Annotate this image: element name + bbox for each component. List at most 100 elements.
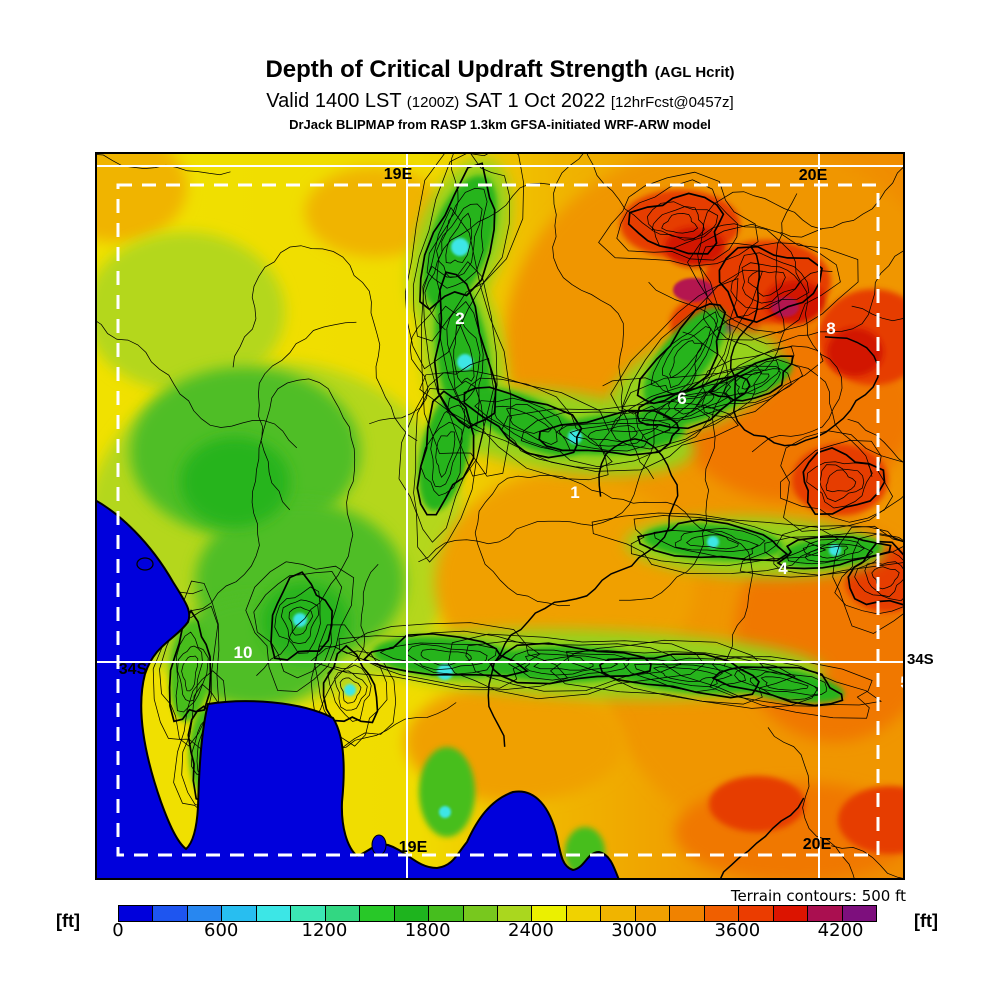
shading-blob (451, 238, 469, 256)
contour-line (256, 378, 356, 676)
valid-date: SAT 1 Oct 2022 (464, 90, 606, 112)
colorbar-segment (532, 906, 567, 921)
contour-ring (806, 461, 873, 509)
colorbar-segment (187, 906, 223, 921)
contour-ring (780, 440, 894, 523)
colorbar-segment (360, 906, 395, 921)
region-number-label: 6 (677, 389, 686, 408)
contour-line (369, 182, 553, 425)
contour-ring (802, 543, 866, 563)
model-line: DrJack BLIPMAP from RASP 1.3km GFSA-init… (289, 117, 711, 132)
region-number-label: 10 (234, 643, 253, 662)
contour-ring (622, 657, 746, 693)
shading-blob (707, 536, 719, 548)
contour-line (719, 797, 805, 880)
contour-line (697, 191, 905, 345)
valid-zulu: (1200Z) (406, 94, 460, 111)
shading-blob (457, 354, 473, 370)
contour-ring (760, 676, 809, 691)
contour-line (95, 319, 298, 449)
contour-ring (426, 187, 488, 289)
contour-ring (322, 644, 379, 724)
colorbar-tick-label: 2400 (508, 920, 554, 941)
shading-blob (665, 227, 725, 267)
region-number-label: 4 (778, 559, 788, 578)
colorbar-segment (291, 906, 326, 921)
contour-line (619, 331, 729, 601)
colorbar-segment (842, 906, 876, 921)
contour-ring (661, 213, 699, 234)
shading-blob (373, 636, 517, 678)
shading-blob (305, 167, 445, 257)
valid-prefix: Valid 1400 LST (266, 90, 402, 112)
ocean (95, 498, 621, 880)
contour-ring (465, 640, 682, 692)
contour-ring (749, 671, 820, 696)
contour-ring (398, 358, 494, 563)
contour-ring (673, 394, 715, 415)
colorbar-segment (119, 906, 154, 921)
contour-ring (421, 206, 512, 477)
contour-ring (446, 377, 613, 470)
contour-ring (493, 403, 558, 445)
contour-ring (280, 599, 320, 644)
contour-ring (175, 631, 209, 713)
contour-ring (422, 261, 498, 477)
contour-line (232, 245, 418, 442)
colorbar-segment (704, 906, 740, 921)
shading-blob (293, 613, 307, 627)
shading-blob (838, 786, 905, 854)
contour-ring (413, 380, 485, 543)
contour-line (474, 475, 754, 667)
title-main: Depth of Critical Updraft Strength (265, 56, 649, 83)
contour-ring (270, 571, 333, 661)
colorbar-segment (222, 906, 257, 921)
contour-ring (245, 561, 355, 692)
shading-blob (643, 307, 727, 407)
contour-line (95, 153, 231, 176)
contour-ring (591, 512, 840, 574)
contour-ring (447, 633, 705, 700)
contour-ring (445, 212, 473, 264)
region-number-label: 8 (826, 319, 835, 338)
contour-line (648, 281, 873, 477)
robben-island (136, 557, 154, 571)
contour-ring (288, 606, 314, 636)
colorbar-tick-label: 1800 (404, 920, 451, 941)
contour-ring (735, 368, 781, 395)
region-number-label: 2 (455, 309, 464, 328)
contour-ring (864, 561, 905, 598)
contour-ring (687, 223, 859, 341)
contour-ring (739, 525, 905, 578)
title-block: Depth of Critical Updraft Strength (AGL … (0, 56, 1000, 133)
contour-ring (309, 622, 569, 691)
colorbar-tick-label: 3600 (714, 920, 761, 941)
shading-blob (95, 152, 187, 242)
contour-ring (637, 518, 789, 562)
gridline-label: 20E (803, 836, 832, 853)
shading-blob (169, 622, 211, 722)
colorbar-tick-label: 4200 (817, 920, 864, 941)
contour-ring (718, 245, 823, 324)
shading-blob (717, 358, 793, 402)
contour-ring (412, 152, 510, 342)
colorbar-segment (566, 906, 602, 921)
latlon-grid (95, 152, 905, 880)
terrain-contour-lines (95, 152, 905, 880)
contour-ring (832, 525, 905, 634)
contour-ring (453, 324, 475, 384)
contour-ring (621, 277, 739, 419)
contour-line (767, 727, 905, 880)
contour-ring (569, 423, 659, 447)
contour-ring (647, 201, 719, 249)
shading-blob (419, 747, 475, 837)
forecast-map: 19E 20E 19E 20E 34S 2 8 6 1 4 10 5 (95, 152, 905, 880)
gridline-label: 20E (799, 167, 828, 184)
contour-ring (416, 390, 475, 516)
contour-ring (747, 270, 786, 297)
contour-ring (520, 407, 711, 468)
contour-ring (419, 370, 610, 481)
domain-dashed-border (116, 183, 880, 857)
contour-line (552, 152, 655, 480)
contour-ring (446, 311, 481, 403)
